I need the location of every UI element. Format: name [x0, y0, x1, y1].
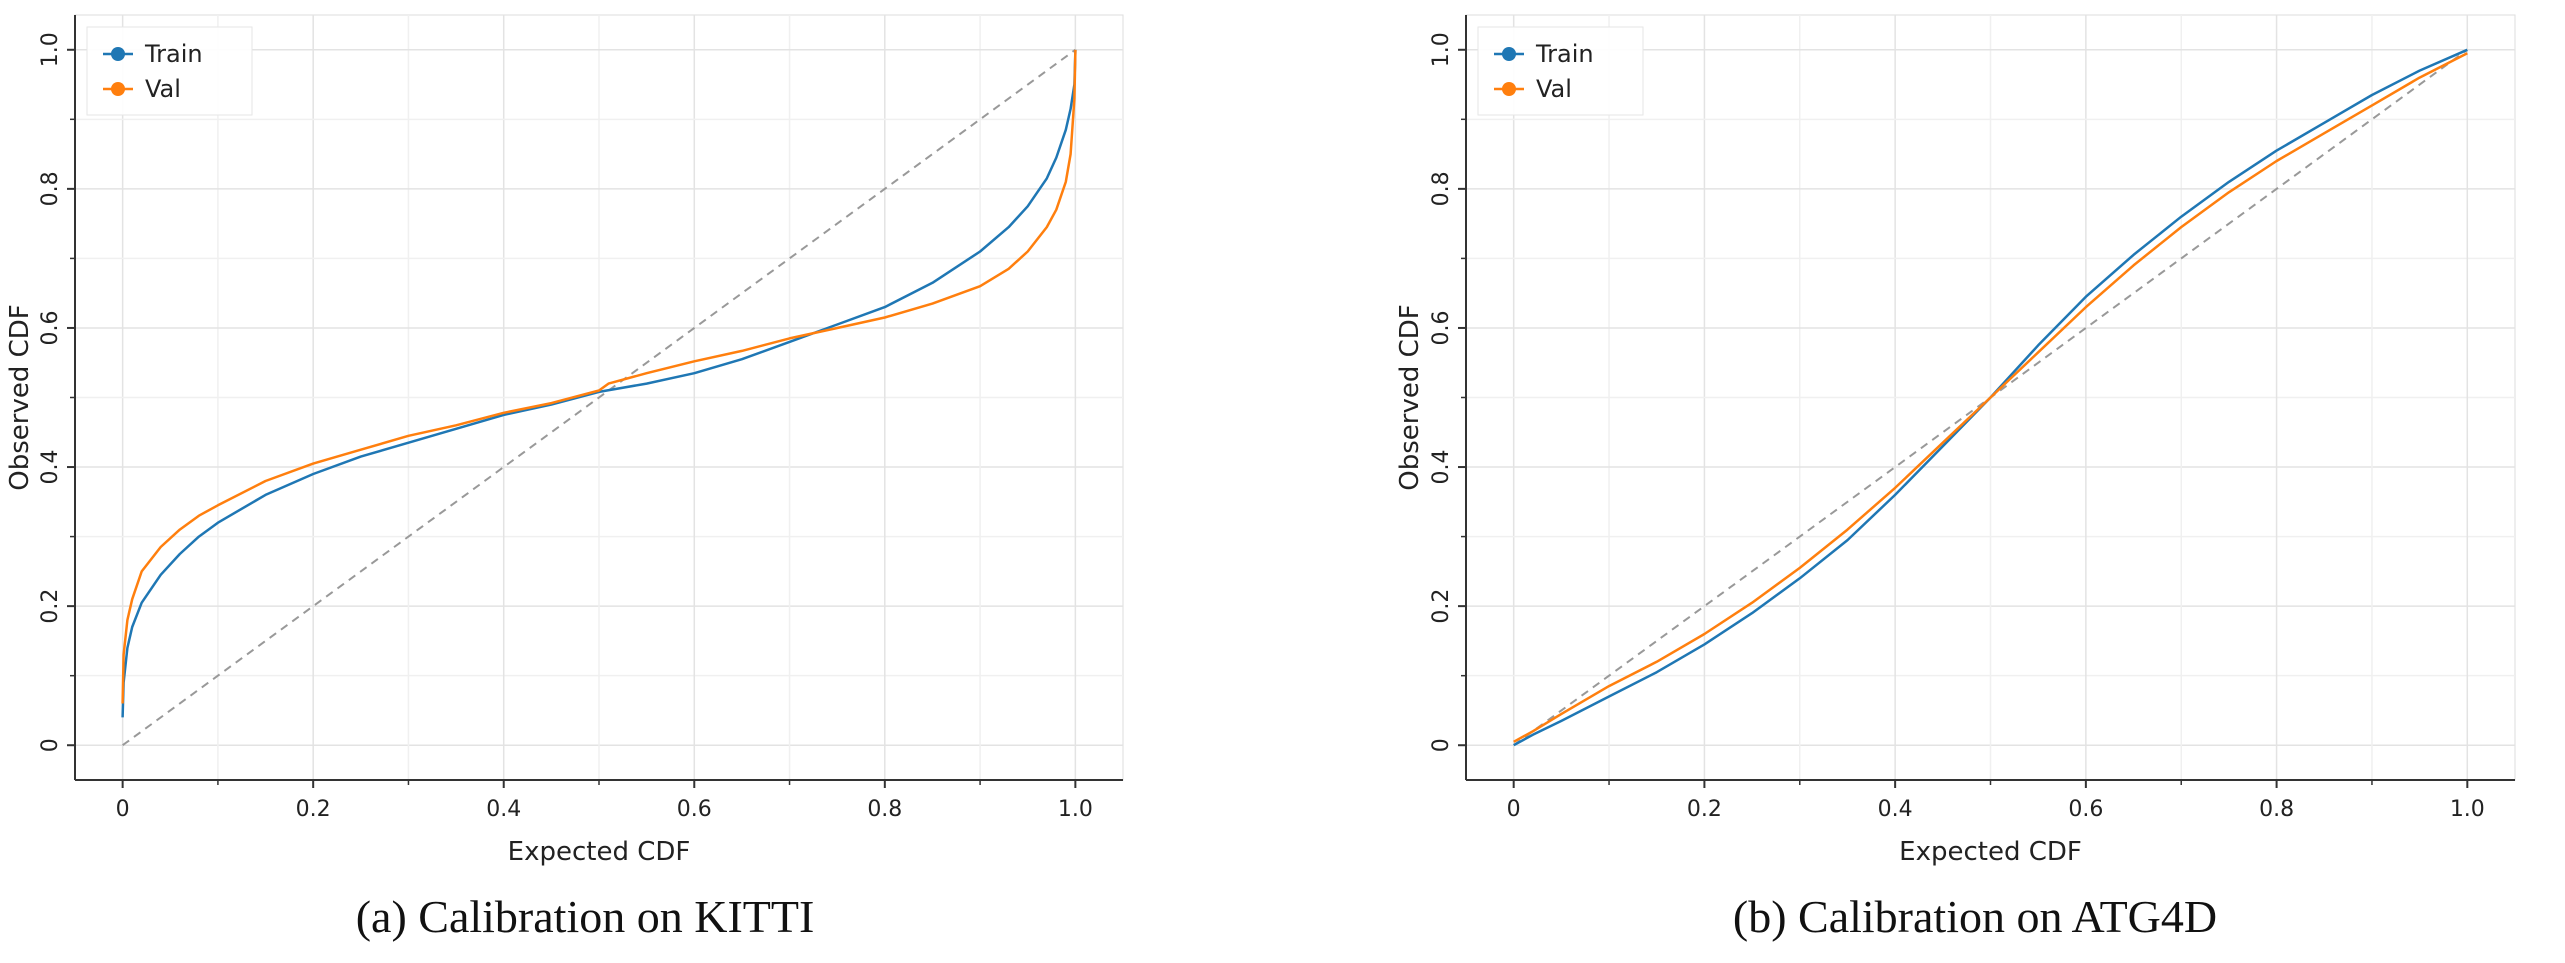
x-tick-label: 1.0: [2450, 797, 2485, 822]
x-axis-label: Expected CDF: [1899, 837, 2082, 867]
y-tick-label: 0.6: [38, 310, 63, 345]
legend-box: [1477, 26, 1644, 116]
y-tick-label: 0: [38, 738, 63, 752]
x-tick-label: 0.6: [677, 797, 712, 822]
legend: Train Val: [86, 26, 253, 116]
y-axis-label: Observed CDF: [5, 304, 35, 490]
x-tick-label: 1.0: [1058, 797, 1093, 822]
x-tick-label: 0.4: [1878, 797, 1913, 822]
y-tick-label: 0: [1429, 738, 1454, 752]
legend-label-train: Train: [1535, 40, 1594, 68]
legend-box: [86, 26, 253, 116]
legend: Train Val: [1477, 26, 1644, 116]
y-tick-label: 0.8: [38, 171, 63, 206]
y-tick-label: 0.6: [1429, 310, 1454, 345]
legend-label-val: Val: [145, 75, 181, 103]
series-line-val: [121, 49, 1077, 704]
x-tick-label: 0: [1507, 797, 1521, 822]
figure-caption: (b) Calibration on ATG4D: [1733, 891, 2217, 942]
series-line-train: [121, 49, 1077, 718]
legend-label-train: Train: [144, 40, 203, 68]
y-tick-label: 0.4: [38, 450, 63, 485]
y-tick-label: 1.0: [1429, 32, 1454, 67]
y-tick-label: 1.0: [38, 32, 63, 67]
y-tick-label: 0.4: [1429, 450, 1454, 485]
x-tick-label: 0.6: [2068, 797, 2103, 822]
series-line-train: [1513, 48, 2468, 747]
x-tick-label: 0.2: [296, 797, 331, 822]
x-tick-label: 0.2: [1687, 797, 1722, 822]
legend-marker-val: [111, 82, 125, 96]
legend-label-val: Val: [1536, 75, 1572, 103]
figure-caption: (a) Calibration on KITTI: [356, 891, 815, 942]
x-tick-label: 0.8: [2259, 797, 2294, 822]
reference-diagonal-line: [122, 48, 1076, 747]
y-axis-label: Observed CDF: [1395, 304, 1425, 490]
chart-panel-kitti: 0 0.2 0.4 0.6 0.8 1.0 0 0.2 0.4 0.6 0.8 1.0 Expected…: [5, 14, 1124, 942]
x-tick-label: 0.4: [486, 797, 521, 822]
y-tick-label: 0.8: [1429, 171, 1454, 206]
x-axis-label: Expected CDF: [508, 837, 691, 867]
x-tick-label: 0: [116, 797, 130, 822]
chart-panel-atg4d: 0 0.2 0.4 0.6 0.8 1.0 0 0.2 0.4 0.6 0.8 1.0 Expected…: [1395, 14, 2516, 942]
legend-marker-val: [1502, 82, 1516, 96]
y-tick-label: 0.2: [1429, 589, 1454, 624]
series-line-val: [1513, 52, 2468, 743]
legend-marker-train: [111, 47, 125, 61]
x-tick-label: 0.8: [867, 797, 902, 822]
y-tick-label: 0.2: [38, 589, 63, 624]
legend-marker-train: [1502, 47, 1516, 61]
